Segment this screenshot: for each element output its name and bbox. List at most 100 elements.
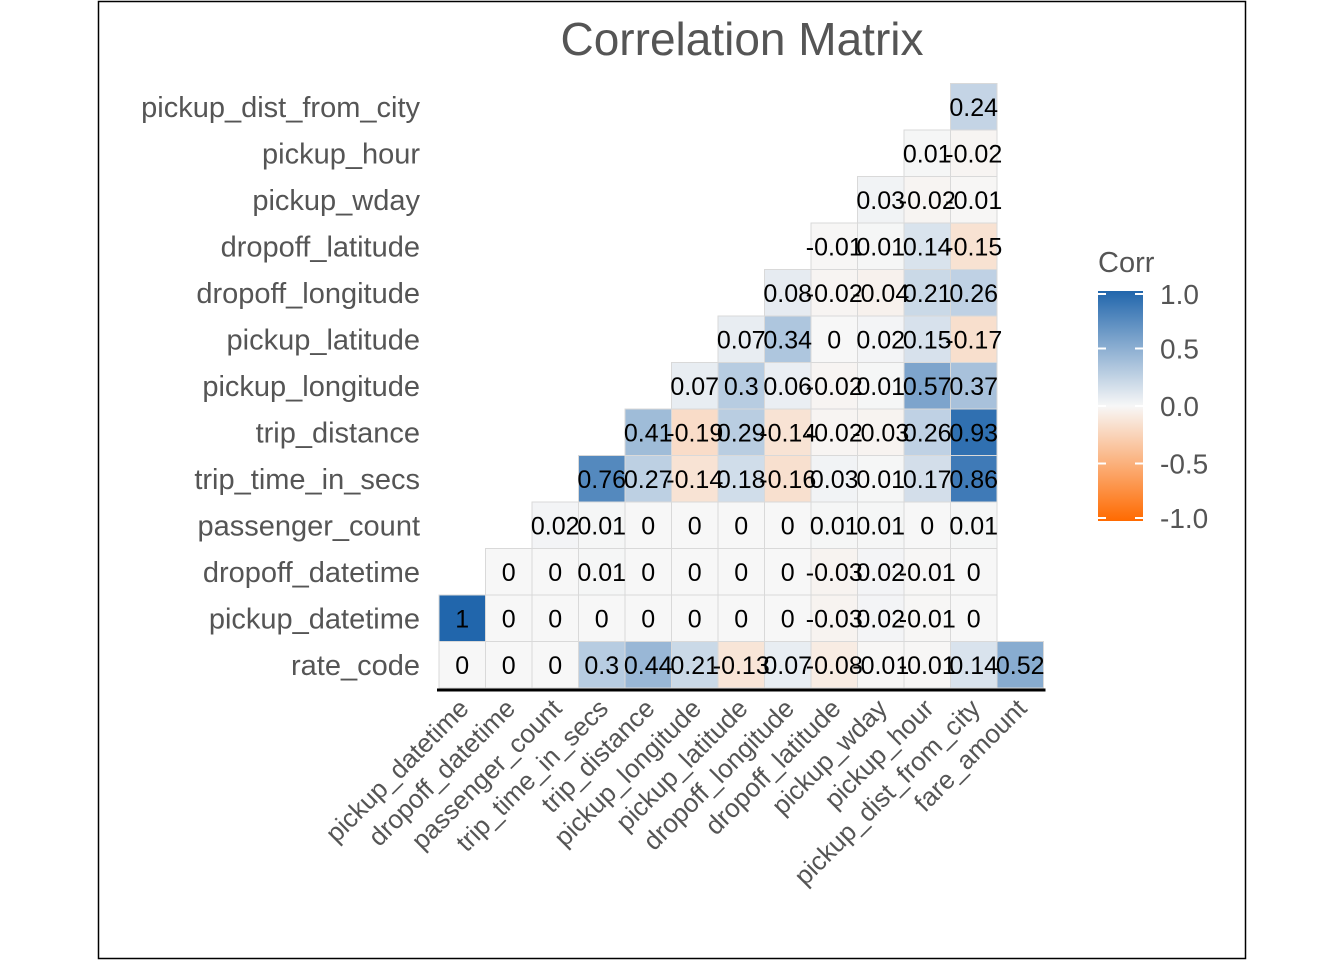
legend-title: Corr bbox=[1098, 247, 1155, 279]
cell-value-label: 0.07 bbox=[670, 373, 719, 401]
heatmap-cell bbox=[764, 641, 812, 689]
cell-value-label: 0 bbox=[502, 652, 516, 680]
cell-value-label: 0 bbox=[641, 605, 655, 633]
cell-value-label: 0.07 bbox=[763, 652, 812, 680]
heatmap-cell bbox=[624, 408, 672, 456]
cell-value-label: 0 bbox=[548, 605, 562, 633]
heatmap-cell bbox=[485, 548, 533, 596]
heatmap-cell bbox=[531, 501, 579, 549]
cell-value-label: 0 bbox=[688, 559, 702, 587]
cell-value-label: 0.08 bbox=[763, 280, 812, 308]
cell-value-label: 0.24 bbox=[949, 94, 998, 122]
cell-value-label: 0.02 bbox=[856, 326, 905, 354]
cell-value-label: 1 bbox=[455, 605, 469, 633]
cell-value-label: -0.17 bbox=[945, 326, 1002, 354]
heatmap-cell bbox=[857, 408, 905, 456]
heatmap-cell bbox=[764, 408, 812, 456]
cell-value-label: 0.01 bbox=[949, 512, 998, 540]
cell-value-label: 0.14 bbox=[903, 233, 952, 261]
cell-value-label: 0.26 bbox=[903, 419, 952, 447]
cell-value-label: -0.04 bbox=[852, 280, 909, 308]
cell-value-label: 0 bbox=[455, 652, 469, 680]
cell-value-label: 0 bbox=[734, 559, 748, 587]
cell-value-label: -0.14 bbox=[666, 466, 723, 494]
heatmap-cell bbox=[578, 641, 626, 689]
heatmap-cell bbox=[810, 269, 858, 317]
heatmap-cell bbox=[764, 269, 812, 317]
heatmap-cell bbox=[671, 641, 719, 689]
cell-value-label: 0.21 bbox=[670, 652, 719, 680]
cell-value-label: 0 bbox=[548, 559, 562, 587]
cell-value-label: -0.15 bbox=[945, 233, 1002, 261]
cell-value-label: 0 bbox=[827, 326, 841, 354]
cell-value-label: 0 bbox=[734, 512, 748, 540]
cell-value-label: -0.02 bbox=[899, 187, 956, 215]
heatmap-cell bbox=[810, 455, 858, 503]
y-tick-label: dropoff_latitude bbox=[221, 231, 420, 263]
heatmap-cell bbox=[624, 641, 672, 689]
heatmap-cell bbox=[903, 362, 951, 410]
cell-value-label: 0.01 bbox=[856, 512, 905, 540]
cell-value-label: -0.01 bbox=[945, 187, 1002, 215]
y-tick-label: trip_distance bbox=[256, 417, 420, 449]
cell-value-label: 0 bbox=[734, 605, 748, 633]
heatmap-cell bbox=[950, 501, 998, 549]
heatmap-cell bbox=[857, 362, 905, 410]
heatmap-cell bbox=[950, 594, 998, 642]
cell-value-label: 0.34 bbox=[763, 326, 812, 354]
heatmap-cells bbox=[438, 83, 1044, 689]
heatmap-cell bbox=[810, 408, 858, 456]
heatmap-cell bbox=[950, 83, 998, 131]
cell-value-label: 0.03 bbox=[856, 187, 905, 215]
y-tick-label: trip_time_in_secs bbox=[194, 464, 420, 496]
legend-tick-label: 0.0 bbox=[1160, 391, 1199, 422]
cell-value-label: 0 bbox=[595, 605, 609, 633]
cell-value-label: 0 bbox=[641, 559, 655, 587]
heatmap-cell bbox=[950, 362, 998, 410]
heatmap-cell bbox=[903, 641, 951, 689]
heatmap-cell bbox=[810, 641, 858, 689]
cell-value-label: 0 bbox=[688, 512, 702, 540]
cell-value-label: 0.27 bbox=[624, 466, 673, 494]
heatmap-cell bbox=[717, 408, 765, 456]
cell-value-label: 0.06 bbox=[763, 373, 812, 401]
cell-value-label: 0.02 bbox=[531, 512, 580, 540]
heatmap-cell bbox=[671, 455, 719, 503]
cell-value-label: 0.93 bbox=[949, 419, 998, 447]
cell-value-label: 0 bbox=[502, 605, 516, 633]
cell-value-label: 0 bbox=[781, 512, 795, 540]
y-tick-label: passenger_count bbox=[198, 510, 421, 542]
heatmap-cell bbox=[624, 594, 672, 642]
cell-value-label: 0.02 bbox=[856, 559, 905, 587]
heatmap-cell bbox=[764, 315, 812, 363]
cell-value-label: 0.3 bbox=[724, 373, 759, 401]
cell-value-label: 0.07 bbox=[717, 326, 766, 354]
heatmap-cell bbox=[903, 315, 951, 363]
heatmap-cell bbox=[810, 594, 858, 642]
cell-value-label: 0.01 bbox=[577, 512, 626, 540]
cell-value-label: 0.01 bbox=[856, 466, 905, 494]
cell-value-label: -0.02 bbox=[806, 280, 863, 308]
heatmap-cell bbox=[903, 176, 951, 224]
cell-value-label: 0.01 bbox=[856, 233, 905, 261]
cell-value-label: 0.3 bbox=[584, 652, 619, 680]
cell-value-label: -0.03 bbox=[806, 605, 863, 633]
cell-value-label: 0 bbox=[688, 605, 702, 633]
heatmap-cell bbox=[950, 641, 998, 689]
y-tick-label: dropoff_datetime bbox=[203, 557, 420, 589]
heatmap-cell bbox=[810, 222, 858, 270]
cell-value-label: 0 bbox=[920, 512, 934, 540]
cell-value-label: 0.18 bbox=[717, 466, 766, 494]
cell-value-label: 0.01 bbox=[577, 559, 626, 587]
cell-value-label: 0 bbox=[781, 605, 795, 633]
heatmap-cell bbox=[857, 176, 905, 224]
cell-value-label: 0.76 bbox=[577, 466, 626, 494]
heatmap-cell bbox=[624, 455, 672, 503]
cell-value-label: 0.14 bbox=[949, 652, 998, 680]
cell-value-label: 0 bbox=[967, 559, 981, 587]
heatmap-cell bbox=[903, 269, 951, 317]
y-tick-label: pickup_longitude bbox=[202, 371, 420, 403]
cell-value-label: 0.15 bbox=[903, 326, 952, 354]
cell-value-label: 0.01 bbox=[856, 373, 905, 401]
heatmap-cell bbox=[950, 129, 998, 177]
